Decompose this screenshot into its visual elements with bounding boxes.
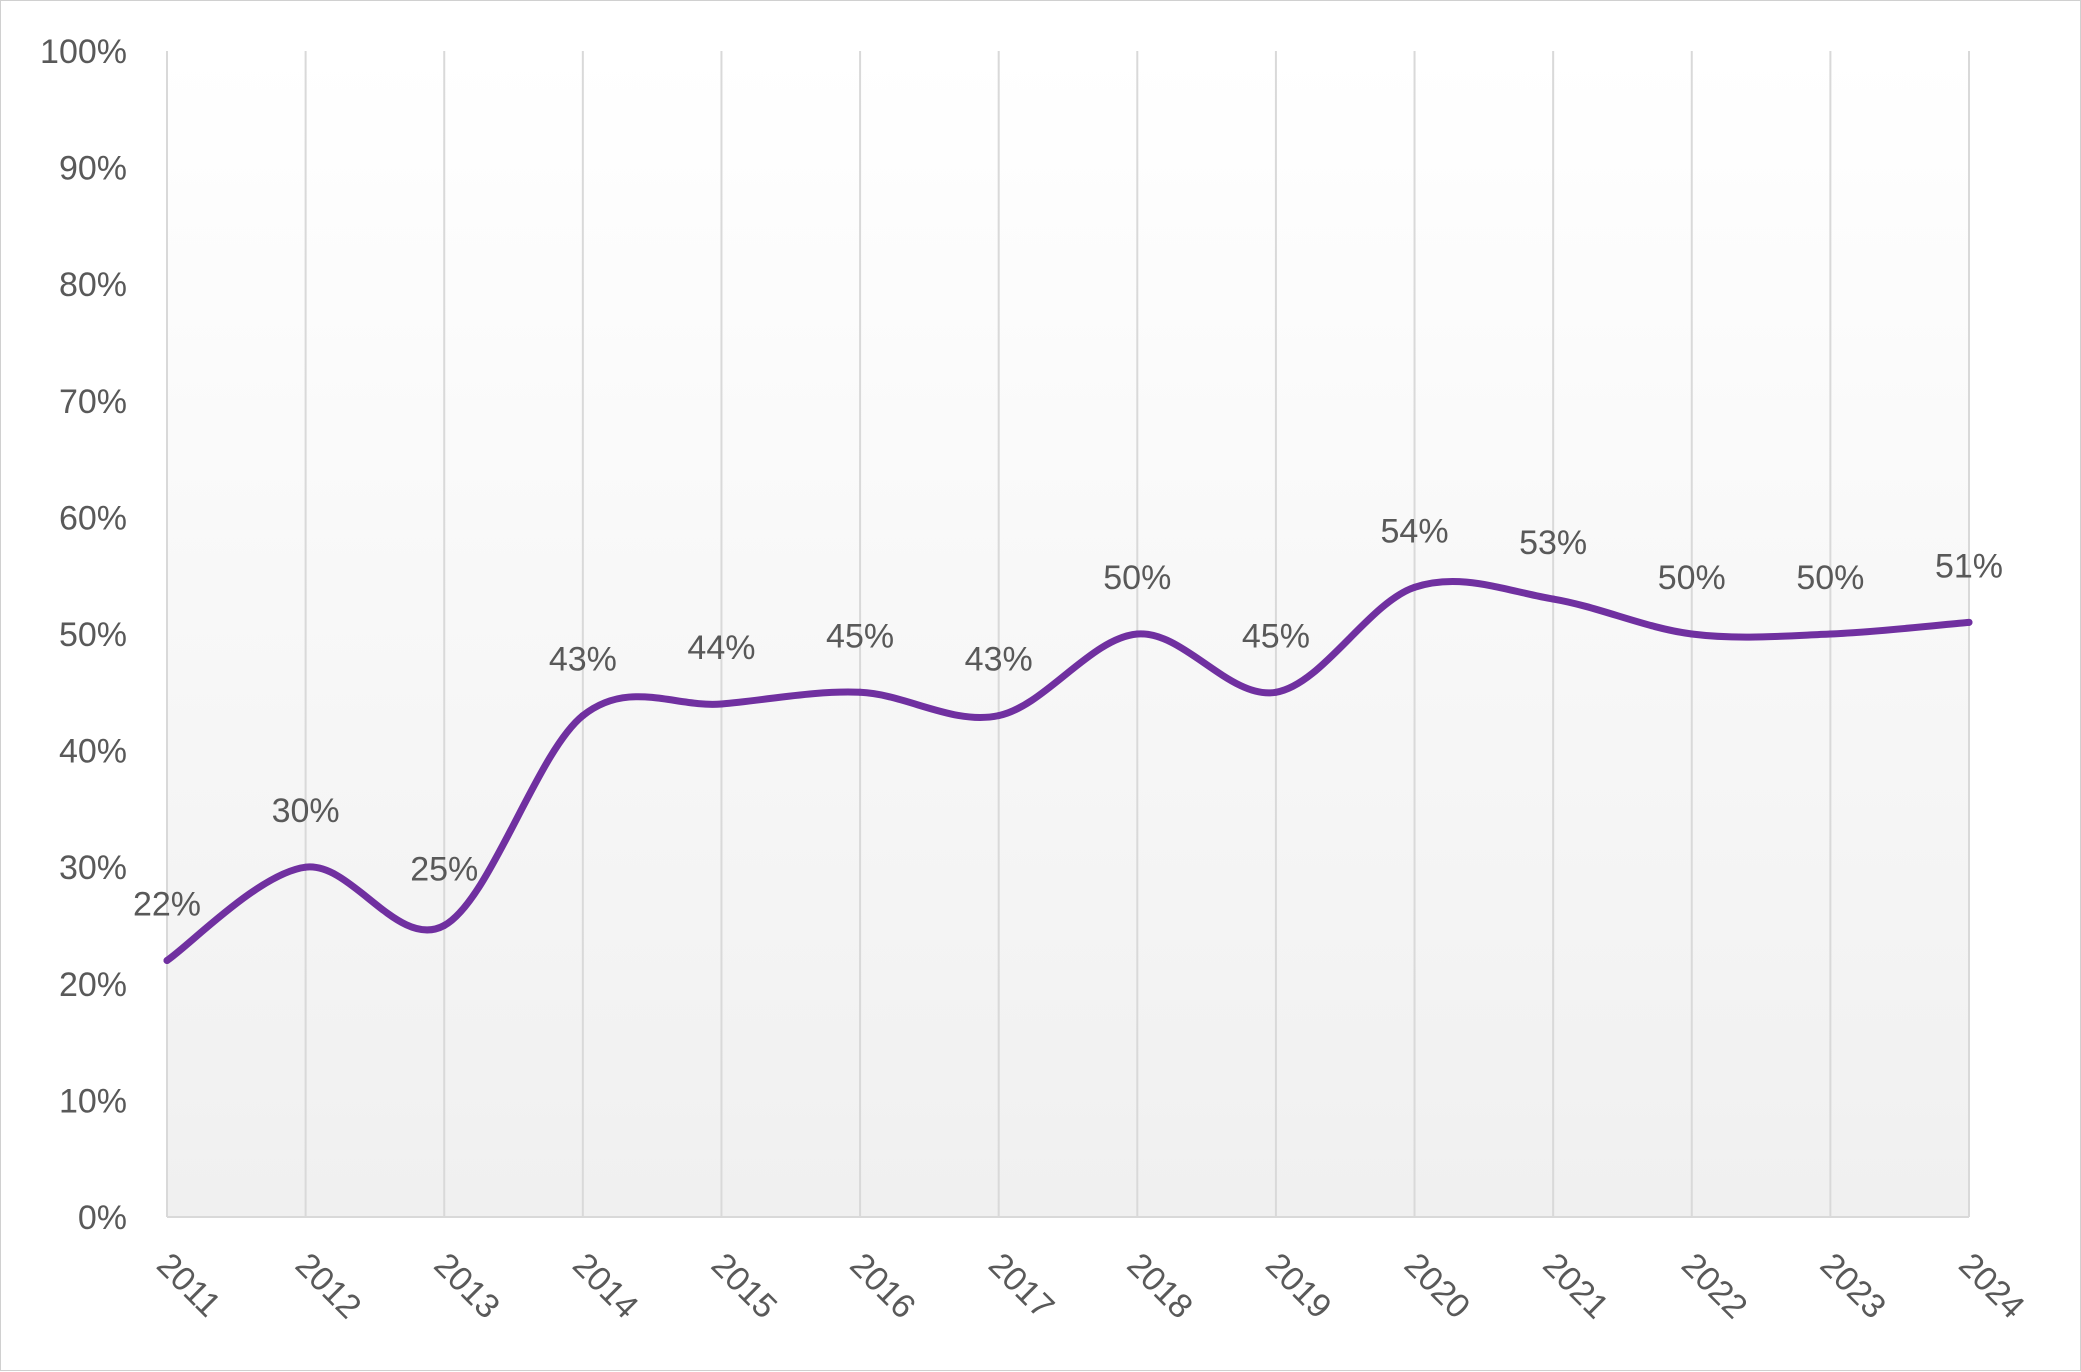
y-tick-label: 0%: [78, 1199, 127, 1237]
y-tick-label: 60%: [59, 499, 127, 537]
data-label-2014: 43%: [549, 641, 617, 679]
y-tick-label: 40%: [59, 733, 127, 771]
x-tick-label: 2013: [427, 1246, 507, 1326]
y-tick-label: 30%: [59, 849, 127, 887]
x-tick-label: 2017: [981, 1246, 1061, 1326]
data-label-2015: 44%: [687, 629, 755, 667]
data-point-2016: [856, 688, 864, 696]
data-label-2020: 54%: [1381, 512, 1449, 550]
x-tick-label: 2021: [1535, 1246, 1615, 1326]
x-tick-label: 2016: [842, 1246, 922, 1326]
data-point-2020: [1411, 583, 1419, 591]
y-tick-label: 100%: [40, 33, 127, 71]
data-label-2012: 30%: [272, 792, 340, 830]
y-tick-label: 90%: [59, 150, 127, 188]
x-tick-label: 2015: [704, 1246, 784, 1326]
x-tick-label: 2023: [1813, 1246, 1893, 1326]
x-tick-label: 2018: [1120, 1246, 1200, 1326]
data-point-2012: [302, 863, 310, 871]
data-point-2023: [1826, 630, 1834, 638]
data-point-2018: [1133, 630, 1141, 638]
data-point-2017: [995, 712, 1003, 720]
data-point-2013: [440, 922, 448, 929]
data-label-2022: 50%: [1658, 559, 1726, 597]
y-tick-label: 80%: [59, 266, 127, 304]
x-tick-label: 2024: [1951, 1246, 2031, 1326]
x-tick-label: 2011: [149, 1246, 228, 1325]
x-tick-label: 2012: [288, 1246, 368, 1326]
data-point-2021: [1549, 595, 1557, 603]
y-tick-label: 50%: [59, 616, 127, 654]
data-point-2014: [579, 712, 587, 720]
data-point-2024: [1965, 618, 1973, 626]
plot-area: [167, 51, 1969, 1217]
data-point-2022: [1688, 630, 1696, 638]
data-point-2019: [1272, 688, 1280, 696]
data-label-2013: 25%: [410, 851, 478, 889]
data-point-2015: [717, 700, 725, 708]
y-tick-label: 20%: [59, 966, 127, 1004]
data-point-2011: [163, 956, 171, 964]
data-label-2023: 50%: [1796, 559, 1864, 597]
data-label-2024: 51%: [1935, 547, 2003, 585]
x-tick-label: 2020: [1397, 1246, 1477, 1326]
data-label-2018: 50%: [1103, 559, 1171, 597]
data-label-2021: 53%: [1519, 524, 1587, 562]
x-tick-label: 2022: [1674, 1246, 1754, 1326]
data-label-2017: 43%: [965, 641, 1033, 679]
data-label-2016: 45%: [826, 617, 894, 655]
gridlines: [166, 51, 1970, 1217]
x-axis-tick-labels: 2011 2012 2013 2014 2015 2016 2017 2018 2019 2020…: [149, 1246, 2031, 1326]
y-tick-label: 70%: [59, 383, 127, 421]
data-label-2019: 45%: [1242, 617, 1310, 655]
x-tick-label: 2019: [1258, 1246, 1338, 1326]
y-tick-label: 10%: [59, 1082, 127, 1120]
x-tick-label: 2014: [565, 1246, 645, 1326]
y-axis-tick-labels: 0% 10% 20% 30% 40% 50% 60% 70% 80% 90% 100%: [40, 33, 127, 1237]
data-labels: 22% 30% 25% 43% 44% 45% 43% 50% 45% 54% 53% 50% 50% 5…: [133, 512, 2003, 923]
data-label-2011: 22%: [133, 885, 201, 923]
series-layer: [163, 578, 1973, 964]
